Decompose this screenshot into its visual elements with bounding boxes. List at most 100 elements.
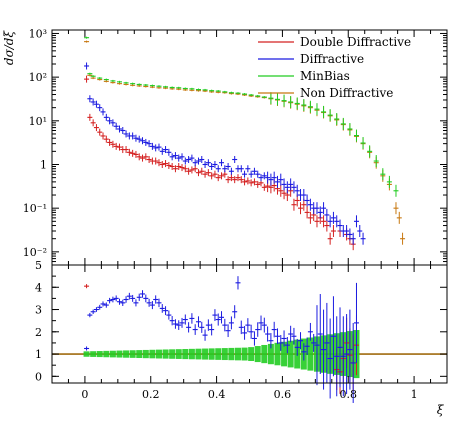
double-diffractive-point: [172, 165, 178, 173]
non-diffractive-point: [90, 77, 96, 80]
double-diffractive-point: [123, 146, 129, 154]
double-diffractive-point: [192, 165, 198, 173]
diffractive-point: [195, 157, 201, 165]
minbias-point: [202, 88, 208, 91]
minbias-ratio-point: [228, 347, 235, 361]
x-tick-label: 0.8: [340, 388, 358, 401]
non-diffractive-point: [393, 202, 399, 215]
double-diffractive-point: [278, 184, 284, 197]
diffractive-point: [93, 100, 99, 108]
minbias-ratio-point: [142, 349, 149, 359]
minbias-point: [195, 88, 201, 91]
double-diffractive-point: [143, 153, 149, 161]
diffractive-point: [113, 122, 119, 130]
diffractive-ratio-point: [258, 315, 264, 331]
diffractive-ratio-point: [90, 309, 96, 315]
double-diffractive-point: [182, 165, 188, 173]
double-diffractive-point: [159, 160, 165, 168]
minbias-ratio-point: [195, 348, 202, 360]
minbias-ratio-point: [149, 349, 156, 359]
minbias-point: [386, 175, 392, 188]
y-axis-title: dσ/dξ: [2, 30, 16, 66]
diffractive-ratio-point: [268, 333, 274, 349]
double-diffractive-point: [169, 162, 175, 170]
minbias-point: [353, 129, 359, 142]
diffractive-ratio-point: [87, 312, 93, 318]
diffractive-ratio-point: [205, 319, 211, 331]
non-diffractive-point: [103, 80, 109, 83]
diffractive-point: [120, 127, 126, 135]
diffractive-ratio-point: [245, 318, 251, 333]
diffractive-ratio-point: [163, 306, 169, 316]
double-diffractive-point: [215, 174, 221, 182]
diffractive-point: [136, 135, 142, 143]
diffractive-point: [321, 202, 327, 215]
ratio-y-tick-label: 5: [35, 259, 42, 272]
double-diffractive-point: [321, 215, 327, 228]
diffractive-point: [149, 142, 155, 150]
non-diffractive-point: [396, 211, 402, 224]
minbias-point: [380, 168, 386, 181]
diffractive-point: [110, 119, 116, 127]
double-diffractive-point: [90, 119, 96, 127]
double-diffractive-point: [140, 154, 146, 162]
minbias-ratio-point: [109, 350, 116, 358]
diffractive-ratio-point: [334, 316, 340, 397]
minbias-ratio-point: [162, 349, 169, 359]
diffractive-ratio-point: [143, 294, 149, 303]
minbias-ratio-point: [267, 343, 274, 365]
diffractive-ratio-point: [133, 299, 139, 307]
double-diffractive-point: [209, 172, 215, 180]
minbias-ratio-point: [281, 341, 288, 367]
x-tick-label: 0.6: [274, 388, 292, 401]
minbias-point: [393, 184, 399, 197]
double-diffractive-point: [251, 178, 257, 186]
diffractive-point: [100, 108, 106, 116]
diffractive-ratio-point: [288, 325, 294, 343]
diffractive-ratio-point: [232, 305, 238, 319]
x-tick-label: 0.2: [142, 388, 160, 401]
diffractive-point: [179, 153, 185, 161]
diffractive-ratio-point: [156, 298, 162, 308]
ratio-frame: [51, 264, 448, 384]
diffractive-ratio-point: [235, 276, 241, 290]
diffractive-point: [334, 215, 340, 228]
diffractive-ratio-point: [301, 343, 307, 361]
diffractive-point: [97, 104, 103, 112]
main-y-tick-label: 1: [40, 158, 47, 171]
diffractive-point: [182, 157, 188, 165]
diffractive-ratio-point: [347, 309, 353, 390]
diffractive-ratio-point: [242, 326, 248, 340]
double-diffractive-point: [195, 169, 201, 177]
diffractive-ratio-point: [166, 310, 172, 320]
diffractive-ratio-point: [103, 302, 109, 308]
minbias-point: [87, 72, 93, 75]
diffractive-point: [347, 228, 353, 241]
diffractive-point: [123, 130, 129, 138]
minbias-point: [215, 90, 221, 93]
diffractive-point: [291, 181, 297, 194]
minbias-ratio-point: [221, 348, 228, 361]
double-diffractive-point: [238, 176, 244, 184]
minbias-point: [235, 92, 241, 95]
diffractive-point: [301, 189, 307, 202]
minbias-ratio-point: [261, 344, 268, 364]
minbias-point: [130, 82, 136, 85]
double-diffractive-point: [228, 174, 234, 182]
diffractive-point: [140, 137, 146, 145]
minbias-ratio-point: [202, 348, 209, 360]
diffractive-point: [317, 206, 323, 219]
ratio-panel-marks: [52, 276, 447, 403]
diffractive-ratio-point: [294, 338, 300, 356]
minbias-point: [288, 95, 294, 108]
diffractive-ratio-point: [219, 311, 225, 324]
minbias-ratio-point: [182, 349, 189, 360]
double-diffractive-point: [87, 113, 93, 121]
main-y-tick-label: 10²: [29, 71, 47, 84]
double-diffractive-point: [291, 198, 297, 211]
minbias-point: [84, 36, 90, 39]
minbias-ratio-point: [123, 350, 130, 358]
diffractive-point: [205, 159, 211, 167]
diffractive-ratio-point: [126, 292, 132, 300]
diffractive-ratio-point: [222, 318, 228, 332]
